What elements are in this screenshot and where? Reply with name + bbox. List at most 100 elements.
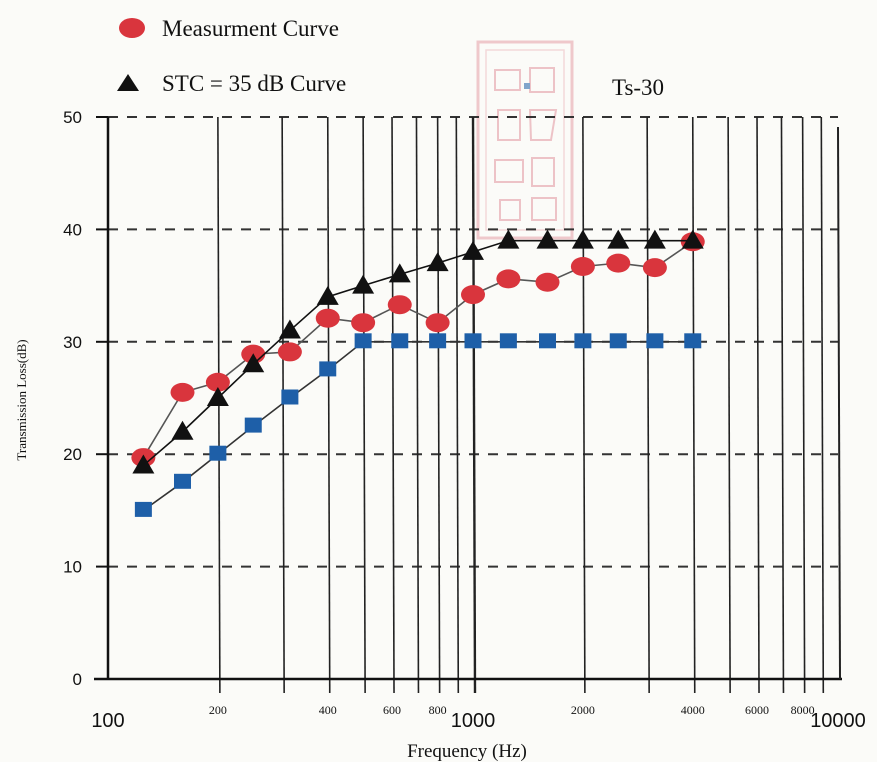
- tick-labels: 0 10 20 30 40 50 100 1000 10000 200 400 600 800 2000 4…: [63, 108, 866, 732]
- series-line: [142, 340, 693, 512]
- x-tick-label-minor: 200: [209, 703, 227, 717]
- series-circle: [131, 232, 705, 468]
- data-point-square: [646, 333, 664, 349]
- data-point-triangle: [278, 319, 301, 339]
- v-gridline: [471, 116, 477, 694]
- y-tick-label: 10: [63, 558, 82, 577]
- data-point-triangle: [497, 229, 520, 249]
- data-point-square: [174, 473, 192, 489]
- data-point-circle: [570, 256, 595, 276]
- data-point-triangle: [681, 229, 704, 249]
- data-point-circle: [606, 253, 631, 273]
- x-tick-label-minor: 6000: [745, 703, 769, 717]
- annotation-ts30: Ts-30: [612, 75, 664, 100]
- data-point-square: [391, 333, 409, 349]
- x-tick-label-minor: 400: [319, 703, 337, 717]
- v-gridline: [281, 116, 285, 694]
- v-gridline: [455, 116, 460, 694]
- data-point-triangle: [388, 263, 411, 283]
- data-point-triangle: [536, 229, 559, 249]
- data-point-triangle: [643, 229, 666, 249]
- legend-label-stc: STC = 35 dB Curve: [162, 71, 346, 96]
- y-tick-label: 50: [63, 108, 82, 127]
- data-point-triangle: [607, 229, 630, 249]
- data-point-triangle: [316, 285, 339, 305]
- axes: [94, 116, 842, 681]
- data-point-square: [429, 333, 447, 349]
- data-point-square: [281, 389, 299, 405]
- y-tick-label: 30: [63, 333, 82, 352]
- y-tick-label: 40: [63, 220, 82, 239]
- v-gridline: [362, 116, 366, 694]
- data-point-square: [464, 333, 482, 349]
- data-point-square: [609, 333, 627, 349]
- data-point-square: [134, 501, 152, 517]
- x-tick-label-minor: 800: [429, 703, 447, 717]
- data-point-triangle: [132, 454, 155, 474]
- legend-triangle-marker: [117, 74, 139, 91]
- x-tick-label-major: 1000: [451, 710, 496, 732]
- series-line: [142, 239, 693, 467]
- data-point-triangle: [462, 240, 484, 260]
- data-point-circle: [461, 285, 485, 305]
- data-point-circle: [387, 295, 412, 315]
- data-point-triangle: [171, 420, 194, 440]
- right-border-line: [837, 126, 841, 680]
- data-point-triangle: [571, 229, 594, 249]
- y-tick-label: 0: [73, 670, 82, 689]
- v-gridline: [727, 116, 731, 694]
- red-seal-stamp: [476, 40, 574, 240]
- data-point-circle: [535, 272, 560, 292]
- x-tick-label-minor: 600: [383, 703, 401, 717]
- x-tick-label-minor: 2000: [571, 703, 595, 717]
- data-point-circle: [642, 258, 667, 278]
- v-gridline: [391, 116, 395, 694]
- legend: Measurment Curve STC = 35 dB Curve: [117, 16, 346, 96]
- data-point-circle: [425, 313, 450, 333]
- data-point-circle: [277, 342, 302, 362]
- v-gridline: [801, 116, 806, 694]
- v-gridline: [415, 116, 420, 694]
- x-tick-label-minor: 8000: [791, 703, 815, 717]
- data-point-circle: [315, 308, 340, 328]
- data-point-square: [574, 333, 592, 349]
- data-point-triangle: [426, 252, 449, 272]
- y-axis-label: Transmission Loss(dB): [14, 339, 29, 460]
- x-axis-label: Frequency (Hz): [407, 741, 527, 762]
- data-point-square: [244, 417, 262, 433]
- data-point-circle: [205, 372, 230, 392]
- data-point-circle: [496, 269, 521, 289]
- v-gridline: [326, 116, 331, 694]
- v-gridline: [646, 116, 650, 694]
- x-tick-label-major: 100: [91, 710, 124, 732]
- x-tick-label-minor: 4000: [681, 703, 705, 717]
- data-point-triangle: [206, 387, 229, 406]
- data-point-square: [354, 333, 372, 349]
- grid: [108, 116, 838, 694]
- v-gridline: [820, 116, 825, 694]
- v-gridline: [582, 116, 586, 694]
- data-point-triangle: [242, 353, 265, 373]
- data-point-square: [319, 361, 337, 377]
- data-point-square: [539, 333, 557, 349]
- x-tick-label-major: 10000: [810, 710, 866, 732]
- v-gridline: [436, 116, 441, 694]
- series-square: [134, 333, 702, 517]
- y-tick-label: 20: [63, 445, 82, 464]
- data-point-square: [499, 333, 517, 349]
- v-gridline: [780, 116, 785, 694]
- data-point-circle: [351, 313, 376, 333]
- data-point-square: [684, 333, 702, 349]
- series-triangle: [132, 229, 704, 474]
- v-gridline: [756, 116, 760, 694]
- series-layer: [131, 229, 705, 517]
- data-point-circle: [170, 382, 195, 402]
- series-line: [142, 241, 694, 458]
- data-point-triangle: [352, 274, 375, 294]
- legend-label-measurement: Measurment Curve: [162, 16, 339, 41]
- legend-circle-marker: [119, 18, 145, 38]
- v-gridline: [691, 116, 696, 694]
- data-point-square: [209, 445, 227, 461]
